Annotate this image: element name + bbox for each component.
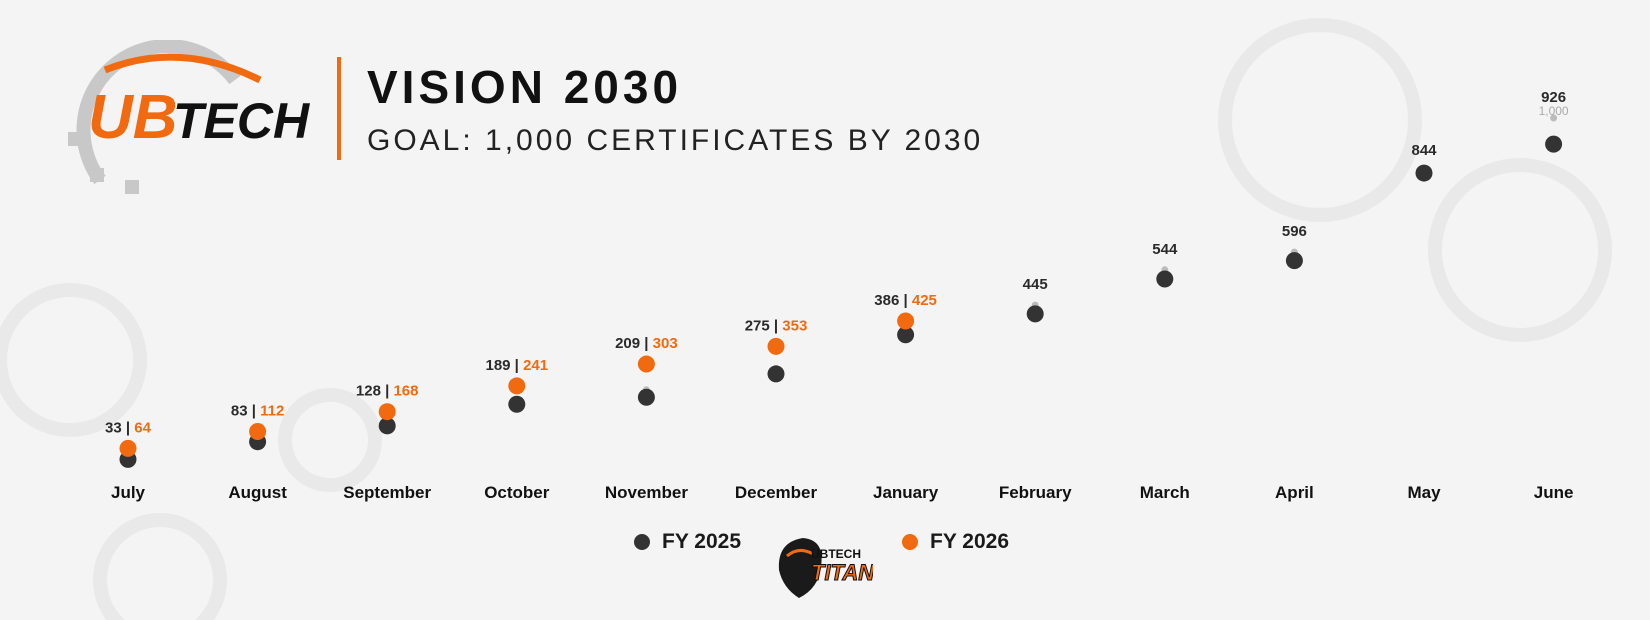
data-label: 926 — [1541, 89, 1566, 106]
month-label: May — [1407, 483, 1441, 502]
month-label: March — [1140, 483, 1190, 502]
fy2025-point — [378, 417, 396, 435]
data-label: 844 — [1411, 142, 1437, 159]
data-label-separator: | — [122, 419, 135, 436]
legend-fy2026-marker — [902, 534, 918, 550]
month-label: February — [999, 483, 1072, 502]
data-label-fy2025: 275 — [745, 317, 770, 334]
fy2026-point — [249, 422, 267, 440]
data-label-separator: | — [511, 357, 524, 374]
data-label-fy2025: 596 — [1282, 223, 1307, 240]
data-label-separator: | — [770, 317, 783, 334]
month-label: January — [873, 483, 939, 502]
data-label-separator: | — [381, 383, 394, 400]
data-label-fy2025: 83 — [231, 402, 248, 419]
fy2025-point — [637, 388, 655, 406]
data-label-fy2025: 209 — [615, 335, 640, 352]
fy2025-point — [1026, 305, 1044, 323]
data-label: 445 — [1023, 276, 1048, 293]
data-label-separator: | — [899, 292, 912, 309]
data-label: 189 | 241 — [485, 357, 548, 374]
data-label-fy2025: 544 — [1152, 241, 1178, 258]
fy2025-point — [1156, 270, 1174, 288]
fy2026-point — [378, 403, 396, 421]
data-label-fy2025: 844 — [1411, 142, 1437, 159]
logo-tech-text: TECH — [173, 93, 310, 149]
month-label: November — [605, 483, 689, 502]
data-label-fy2026: 64 — [134, 419, 151, 436]
data-label-fy2026: 303 — [653, 335, 678, 352]
data-label-fy2025: 128 — [356, 383, 381, 400]
ubtech-logo: UB TECH — [68, 40, 310, 194]
data-label-fy2025: 386 — [874, 292, 899, 309]
fy2026-point — [637, 355, 655, 373]
goal-label: 1,000 — [1539, 104, 1569, 118]
month-label: October — [484, 483, 550, 502]
data-label-fy2026: 112 — [260, 402, 284, 419]
data-label-fy2025: 926 — [1541, 89, 1566, 106]
month-label: April — [1275, 483, 1314, 502]
page-subtitle: GOAL: 1,000 CERTIFICATES BY 2030 — [367, 124, 984, 157]
month-label: August — [228, 483, 287, 502]
mascot-text-top: UBTECH — [811, 547, 861, 561]
data-label-fy2025: 33 — [105, 419, 122, 436]
data-label-separator: | — [248, 402, 261, 419]
fy2025-point — [897, 326, 915, 344]
legend-fy2025: FY 2025 — [634, 530, 741, 554]
data-label-fy2025: 445 — [1023, 276, 1048, 293]
page-title: VISION 2030 — [367, 61, 683, 113]
legend-fy2025-label: FY 2025 — [662, 530, 742, 553]
fy2026-point — [119, 439, 137, 457]
data-label: 83 | 112 — [231, 402, 284, 419]
fy2025-point — [767, 365, 785, 383]
fy2026-point — [508, 377, 526, 395]
header-divider — [337, 57, 341, 160]
month-label: September — [343, 483, 431, 502]
data-label: 275 | 353 — [745, 317, 808, 334]
data-label: 128 | 168 — [356, 383, 419, 400]
month-label: December — [735, 483, 818, 502]
month-label: July — [111, 483, 146, 502]
data-label-fy2026: 353 — [782, 317, 807, 334]
data-label-fy2026: 425 — [912, 292, 937, 309]
legend-fy2025-marker — [634, 534, 650, 550]
data-label: 544 — [1152, 241, 1178, 258]
data-label: 209 | 303 — [615, 335, 678, 352]
titans-mascot-logo: UBTECH TITANS — [778, 538, 873, 598]
data-label: 386 | 425 — [874, 292, 937, 309]
fy2025-point — [508, 395, 526, 413]
fy2025-point — [1545, 135, 1563, 153]
data-label: 33 | 64 — [105, 419, 152, 436]
goal-path-point — [1550, 114, 1558, 122]
legend-fy2026: FY 2026 — [902, 530, 1009, 554]
logo-ub-text: UB — [88, 83, 178, 152]
month-label: June — [1534, 483, 1574, 502]
data-label-fy2026: 168 — [393, 383, 418, 400]
data-label: 596 — [1282, 223, 1307, 240]
fy2026-point — [897, 312, 915, 330]
fy2025-point — [1415, 164, 1433, 182]
legend-fy2026-label: FY 2026 — [930, 530, 1010, 553]
mascot-text-bottom: TITANS — [811, 560, 873, 585]
data-label-fy2026: 241 — [523, 357, 548, 374]
data-label-fy2025: 189 — [485, 357, 510, 374]
data-label-separator: | — [640, 335, 653, 352]
fy2025-point — [1285, 252, 1303, 270]
fy2026-point — [767, 337, 785, 355]
